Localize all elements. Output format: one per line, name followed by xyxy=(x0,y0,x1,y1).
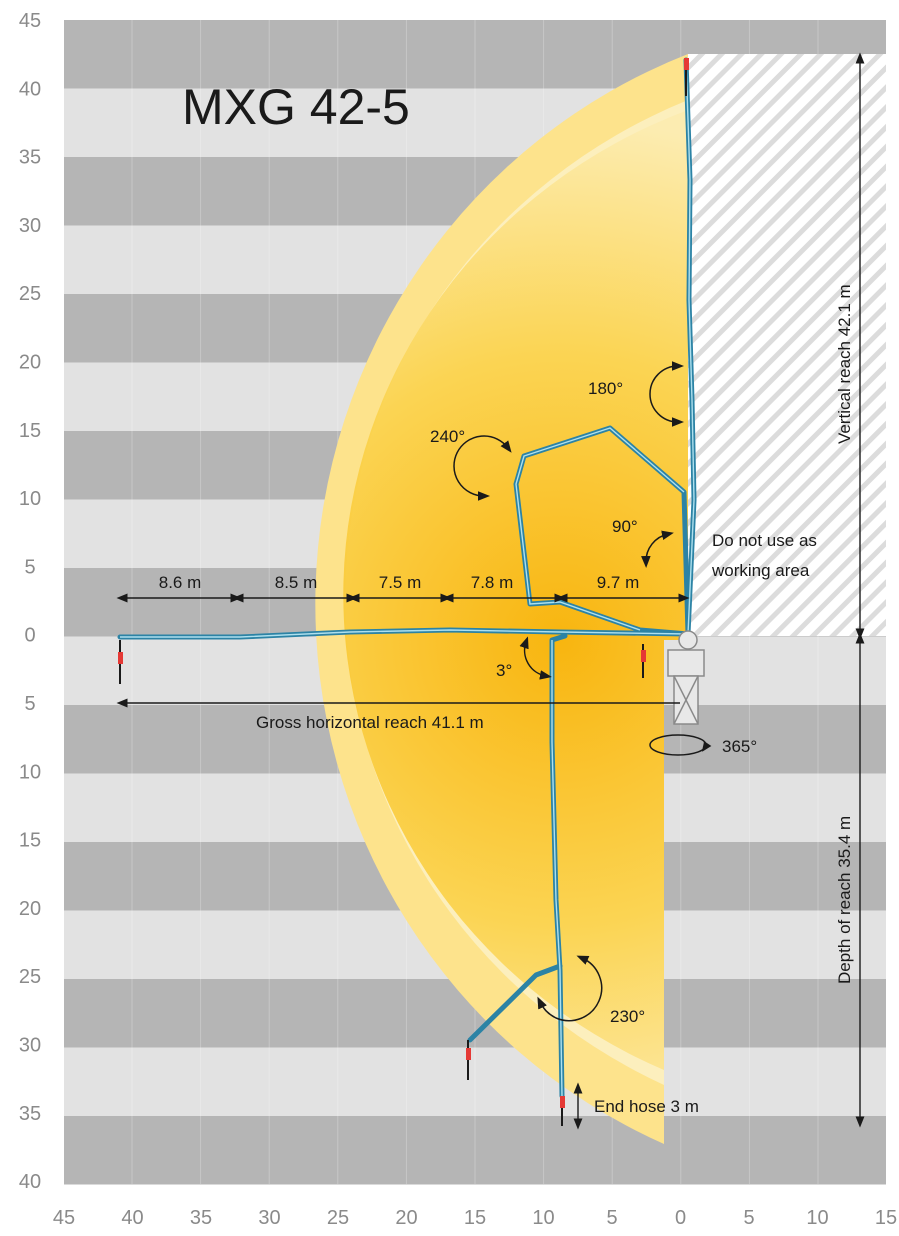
rotation-arcs xyxy=(453,361,712,1022)
y-tick-label: 15 xyxy=(19,830,41,852)
segment-label: 8.5 m xyxy=(275,573,318,592)
y-tick-label: 35 xyxy=(19,147,41,169)
x-tick-label: 45 xyxy=(53,1207,75,1229)
x-tick-label: 20 xyxy=(395,1207,417,1229)
gross-horizontal-label: Gross horizontal reach 41.1 m xyxy=(256,713,484,732)
angle-3-label: 3° xyxy=(496,661,512,680)
x-tick-label: 40 xyxy=(121,1207,143,1229)
rotation-arc-180 xyxy=(649,361,684,427)
x-tick-label: 15 xyxy=(464,1207,486,1229)
segment-label: 9.7 m xyxy=(597,573,640,592)
y-tick-label: 25 xyxy=(19,283,41,305)
y-axis-ticks: 45 40 35 30 25 20 15 10 5 0 5 10 15 20 25 30 35 40 xyxy=(19,10,41,1193)
y-tick-label: 35 xyxy=(19,1103,41,1125)
segment-label: 7.8 m xyxy=(471,573,514,592)
y-tick-label: 20 xyxy=(19,898,41,920)
y-tick-label: 10 xyxy=(19,761,41,783)
dimension-lines xyxy=(116,52,865,1130)
no-use-zone xyxy=(688,54,886,636)
x-tick-label: 10 xyxy=(806,1207,828,1229)
y-tick-label: 30 xyxy=(19,215,41,237)
y-tick-label: 5 xyxy=(24,556,35,578)
diagram-title: MXG 42-5 xyxy=(182,79,410,135)
x-tick-label: 5 xyxy=(606,1207,617,1229)
angle-90-label: 90° xyxy=(612,517,638,536)
x-tick-label: 10 xyxy=(532,1207,554,1229)
y-tick-label: 20 xyxy=(19,352,41,374)
x-tick-label: 30 xyxy=(258,1207,280,1229)
angle-365-label: 365° xyxy=(722,737,757,756)
segment-label: 7.5 m xyxy=(379,573,422,592)
rotation-arc-230 xyxy=(537,955,603,1022)
y-tick-label: 45 xyxy=(19,10,41,32)
rotation-arc-240 xyxy=(453,435,512,501)
rotation-arc-90 xyxy=(641,530,674,568)
angle-180-label: 180° xyxy=(588,379,623,398)
x-tick-label: 35 xyxy=(190,1207,212,1229)
y-tick-label: 10 xyxy=(19,488,41,510)
rotation-arc-3 xyxy=(519,636,552,680)
y-tick-label: 15 xyxy=(19,420,41,442)
x-axis-ticks: 45 40 35 30 25 20 15 10 5 0 5 10 15 xyxy=(53,1207,897,1229)
angle-230-label: 230° xyxy=(610,1007,645,1026)
y-tick-label: 0 xyxy=(24,625,35,647)
vertical-reach-label: Vertical reach 42.1 m xyxy=(835,284,854,444)
x-tick-label: 15 xyxy=(875,1207,897,1229)
segment-label: 8.6 m xyxy=(159,573,202,592)
depth-reach-label: Depth of reach 35.4 m xyxy=(835,816,854,984)
y-tick-label: 25 xyxy=(19,966,41,988)
x-tick-label: 0 xyxy=(675,1207,686,1229)
x-tick-label: 25 xyxy=(327,1207,349,1229)
machine-tower xyxy=(667,630,705,725)
background-band xyxy=(64,1047,886,1116)
y-tick-label: 30 xyxy=(19,1035,41,1057)
y-tick-label: 5 xyxy=(24,693,35,715)
y-tick-label: 40 xyxy=(19,1171,41,1193)
hose-tips xyxy=(118,58,689,1108)
x-tick-label: 5 xyxy=(743,1207,754,1229)
background-band xyxy=(64,1116,886,1185)
no-use-label-line1: Do not use as xyxy=(712,531,817,550)
angle-240-label: 240° xyxy=(430,427,465,446)
end-hose-label: End hose 3 m xyxy=(594,1097,699,1116)
no-use-label-line2: working area xyxy=(711,561,810,580)
working-zone-core xyxy=(343,110,688,1070)
segment-labels: 8.6 m 8.5 m 7.5 m 7.8 m 9.7 m xyxy=(159,573,640,592)
y-tick-label: 40 xyxy=(19,78,41,100)
